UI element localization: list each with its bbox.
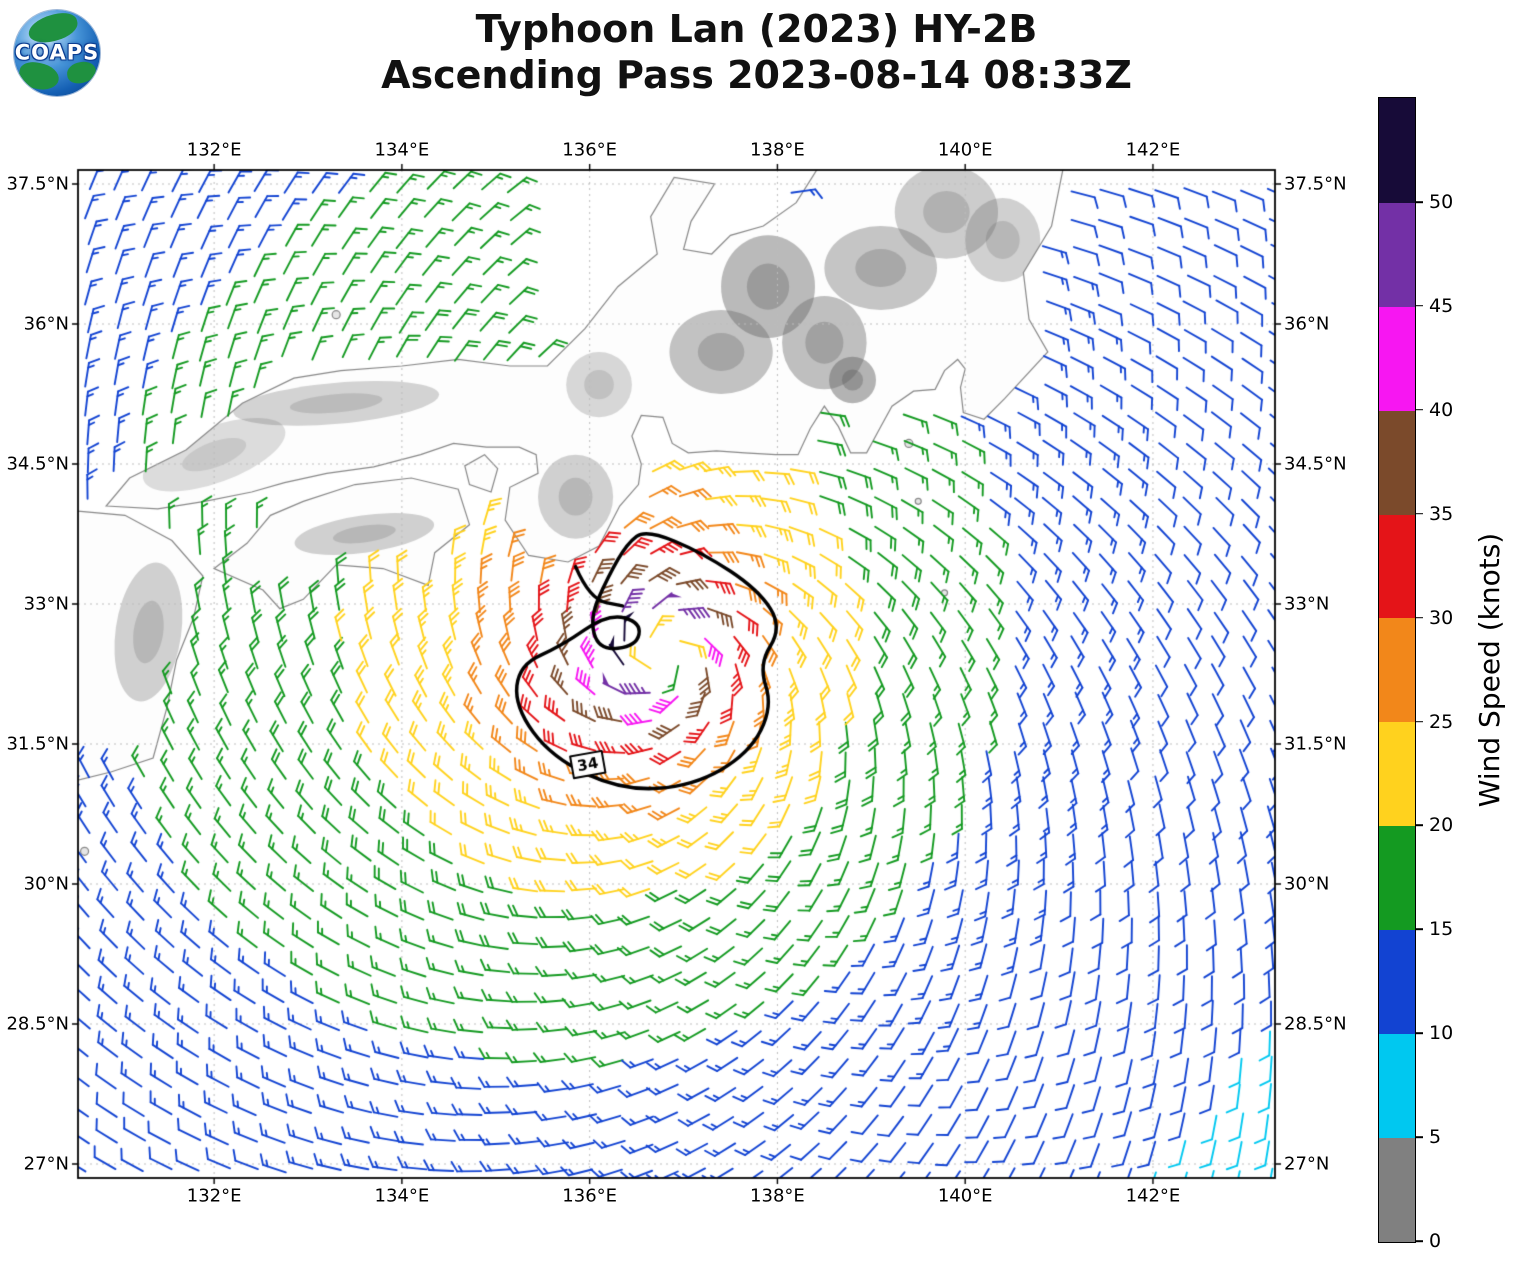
colorbar-segment bbox=[1379, 721, 1415, 827]
colorbar-segment bbox=[1379, 305, 1415, 411]
colorbar-segment bbox=[1379, 825, 1415, 931]
colorbar-tickmark bbox=[1416, 408, 1423, 411]
colorbar-tick-label: 5 bbox=[1429, 1126, 1442, 1149]
colorbar-tick-label: 40 bbox=[1429, 398, 1454, 421]
colorbar-segment bbox=[1379, 513, 1415, 619]
title-line1: Typhoon Lan (2023) HY-2B bbox=[475, 7, 1038, 51]
colorbar-segment bbox=[1379, 617, 1415, 723]
colorbar-segment bbox=[1379, 98, 1415, 203]
colorbar-tick-label: 20 bbox=[1429, 814, 1454, 837]
colorbar-tickmark bbox=[1416, 1240, 1423, 1242]
colorbar-tickmark bbox=[1416, 824, 1423, 827]
colorbar-tick-label: 0 bbox=[1429, 1230, 1442, 1253]
colorbar-segment bbox=[1379, 1033, 1415, 1139]
colorbar-segment bbox=[1379, 409, 1415, 515]
colorbar-tickmark bbox=[1416, 201, 1423, 203]
colorbar-label: Wind Speed (knots) bbox=[1473, 532, 1506, 808]
colorbar-segments bbox=[1379, 98, 1415, 1242]
colorbar-segment bbox=[1379, 1137, 1415, 1242]
colorbar-tickmark bbox=[1416, 512, 1423, 515]
colorbar-tick-label: 10 bbox=[1429, 1022, 1454, 1045]
colorbar-segment bbox=[1379, 929, 1415, 1035]
coaps-logo: COAPS bbox=[14, 10, 100, 96]
colorbar-tickmark bbox=[1416, 1032, 1423, 1035]
colorbar-tick-label: 25 bbox=[1429, 710, 1454, 733]
coaps-logo-text: COAPS bbox=[14, 40, 100, 65]
colorbar-tick-label: 45 bbox=[1429, 294, 1454, 317]
globe-icon: COAPS bbox=[14, 10, 100, 96]
colorbar-tick-label: 30 bbox=[1429, 606, 1454, 629]
colorbar-tick-label: 15 bbox=[1429, 918, 1454, 941]
colorbar-tick-label: 35 bbox=[1429, 502, 1454, 525]
colorbar-ticks: 0 5 10 15 20 25 30 35 40 45 50 bbox=[1379, 98, 1453, 1252]
colorbar-tick-label: 50 bbox=[1429, 190, 1454, 213]
colorbar: 0 5 10 15 20 25 30 35 40 45 50 Wind Speed (knots) bbox=[1378, 97, 1506, 1252]
globe-landmass bbox=[17, 60, 61, 93]
colorbar-tickmark bbox=[1416, 720, 1423, 723]
colorbar-segment bbox=[1379, 202, 1415, 307]
colorbar-tickmark bbox=[1416, 928, 1423, 931]
colorbar-tickmark bbox=[1416, 1136, 1423, 1139]
figure-title: Typhoon Lan (2023) HY-2B Ascending Pass … bbox=[381, 6, 1132, 99]
title-line2: Ascending Pass 2023-08-14 08:33Z bbox=[381, 53, 1132, 98]
colorbar-tickmark bbox=[1416, 305, 1423, 307]
colorbar-tickmark bbox=[1416, 616, 1423, 619]
